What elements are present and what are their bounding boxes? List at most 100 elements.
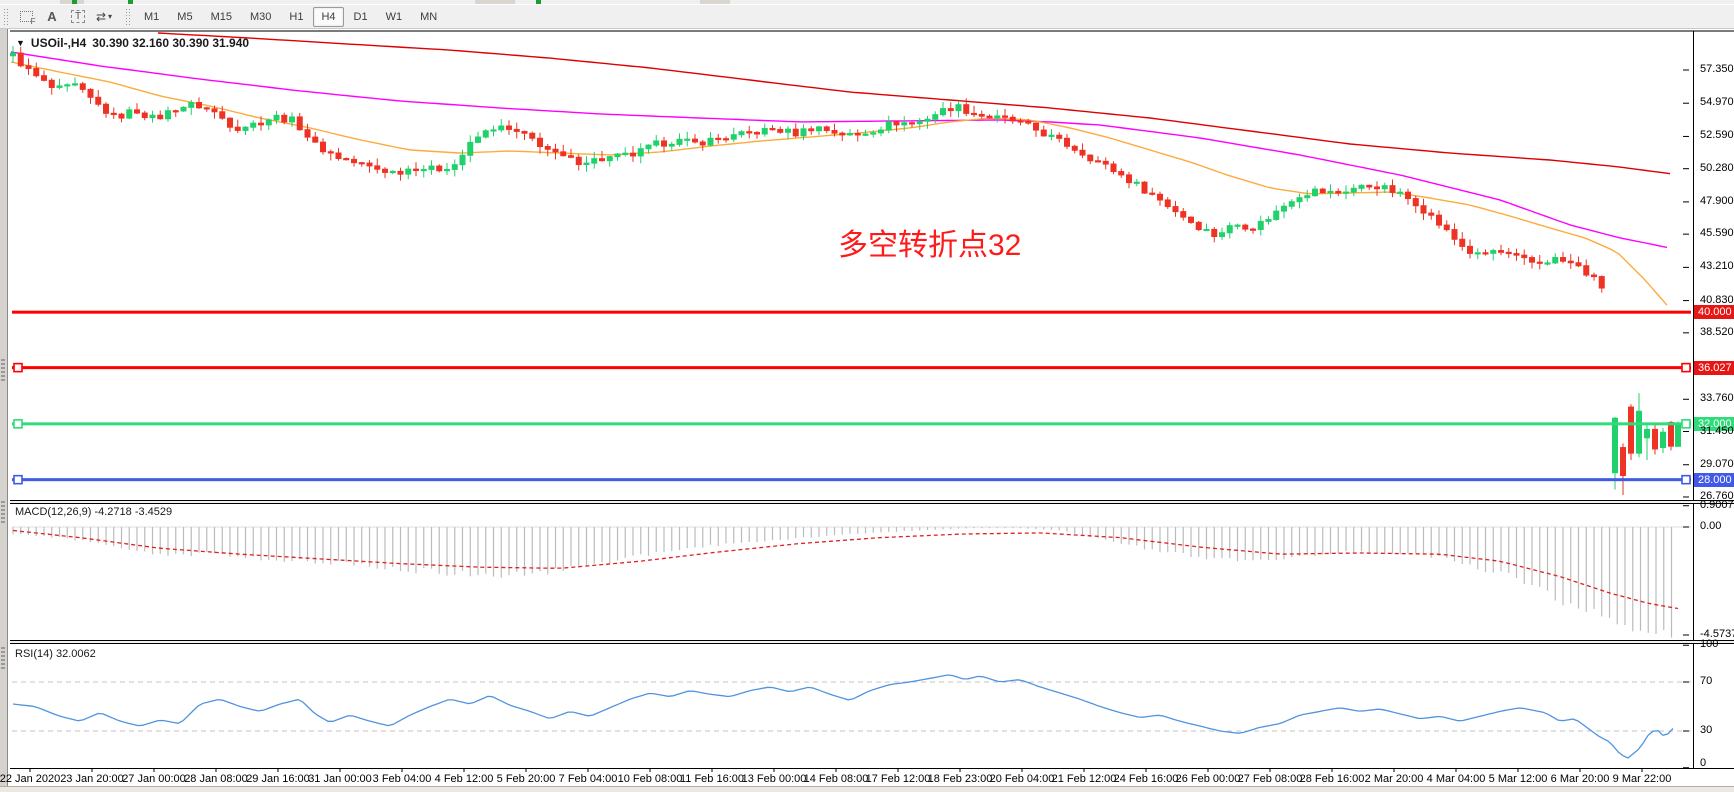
- candle: [79, 83, 86, 90]
- date-axis-label: 6 Mar 20:00: [1550, 773, 1610, 785]
- date-axis-label: 13 Feb 00:00: [741, 773, 807, 785]
- hline-36.027[interactable]: [12, 366, 1691, 370]
- candle: [785, 128, 791, 133]
- timeframe-button-m30[interactable]: M30: [249, 10, 272, 23]
- ma-orange-line[interactable]: [10, 61, 1668, 306]
- cutoff-button: [700, 0, 730, 4]
- candle: [1087, 154, 1094, 162]
- text-tool-button[interactable]: A: [40, 7, 64, 27]
- candle: [1405, 191, 1411, 200]
- hline-handle-icon[interactable]: [1681, 362, 1691, 373]
- chart-dropdown-icon[interactable]: ▼: [16, 38, 25, 48]
- price-axis-label: 52.590: [1700, 129, 1734, 141]
- candle: [482, 130, 489, 138]
- candle: [56, 85, 63, 88]
- date-axis-label: 21 Feb 12:00: [1051, 773, 1117, 785]
- crash-candle: [1675, 424, 1681, 447]
- candle: [428, 165, 435, 170]
- candle: [870, 132, 877, 135]
- candle: [808, 128, 815, 132]
- chart-title[interactable]: ▼ USOil-,H4 30.390 32.160 30.390 31.940: [16, 36, 249, 50]
- candle: [1374, 186, 1380, 190]
- candle: [17, 52, 24, 67]
- candle: [1544, 262, 1551, 265]
- splitter-grip[interactable]: [1, 647, 5, 669]
- hline-handle-icon[interactable]: [1681, 474, 1691, 485]
- candle: [1467, 245, 1473, 254]
- splitter-grip[interactable]: [1, 359, 5, 381]
- timeframe-button-w1[interactable]: W1: [385, 10, 403, 23]
- candle: [203, 107, 210, 110]
- toolbar-grip[interactable]: [125, 7, 132, 26]
- candle: [513, 128, 520, 132]
- candle: [1598, 276, 1605, 289]
- candle: [1343, 191, 1349, 194]
- text-label-button[interactable]: T: [66, 7, 90, 27]
- hline-40.000[interactable]: [12, 310, 1691, 314]
- candle: [141, 112, 148, 119]
- hline-32.000[interactable]: [12, 422, 1691, 426]
- candle: [885, 121, 892, 131]
- arrows-tool-button[interactable]: ⇄ ▾: [92, 7, 116, 27]
- candle: [1133, 181, 1140, 184]
- timeframe-button-d1[interactable]: D1: [353, 10, 368, 23]
- splitter-grip[interactable]: [1, 501, 5, 523]
- candle: [258, 122, 264, 126]
- candle: [723, 138, 729, 141]
- price-axis-label: 33.760: [1700, 392, 1734, 404]
- date-axis-label: 10 Feb 08:00: [617, 773, 683, 785]
- candle: [389, 170, 396, 174]
- crash-candle: [1660, 431, 1666, 449]
- candle: [48, 79, 55, 88]
- timeframe-button-m5[interactable]: M5: [177, 10, 193, 23]
- rsi-axis-label: 0: [1700, 757, 1707, 769]
- cycle-arrows-icon: ⇄: [95, 9, 106, 24]
- cutoff-button: [475, 0, 515, 4]
- ma-magenta-line[interactable]: [10, 51, 1668, 249]
- candle: [312, 136, 319, 143]
- price-axis-label: 50.280: [1700, 162, 1734, 174]
- hline-handle-icon[interactable]: [13, 362, 23, 373]
- text-label-icon: T: [71, 10, 85, 23]
- price-line-label-32.000: 32.000: [1694, 417, 1734, 431]
- panel-splitter[interactable]: [10, 501, 1734, 503]
- candle: [1420, 205, 1427, 214]
- timeframe-button-mn[interactable]: MN: [420, 10, 438, 23]
- ma-red-line[interactable]: [157, 32, 1671, 175]
- candle: [103, 103, 109, 114]
- candle: [296, 116, 303, 131]
- timeframe-button-m1[interactable]: M1: [144, 10, 160, 23]
- candle: [715, 137, 722, 140]
- candle: [1583, 265, 1590, 276]
- hline-handle-icon[interactable]: [13, 474, 23, 485]
- candle: [498, 125, 505, 131]
- crash-candle: [1628, 406, 1634, 454]
- candle: [1529, 257, 1535, 263]
- hline-handle-icon[interactable]: [1681, 419, 1691, 429]
- price-axis-label: 26.760: [1700, 490, 1734, 502]
- candle: [304, 129, 311, 138]
- candle: [1226, 225, 1233, 234]
- pointer-grid-icon: [19, 11, 36, 26]
- candle: [521, 130, 528, 134]
- candle: [1025, 120, 1032, 124]
- timeframe-button-m15[interactable]: M15: [210, 10, 232, 23]
- candle: [622, 152, 629, 155]
- crosshair-grid-button[interactable]: [14, 7, 38, 27]
- candle: [490, 129, 497, 132]
- timeframe-button-h1[interactable]: H1: [289, 10, 304, 23]
- candle: [986, 115, 993, 119]
- hline-28.000[interactable]: [12, 478, 1691, 482]
- candle: [320, 141, 326, 153]
- hline-handle-icon[interactable]: [13, 419, 23, 429]
- candle: [916, 120, 923, 125]
- candle: [661, 140, 667, 147]
- candle: [862, 133, 869, 136]
- candle: [1327, 190, 1334, 194]
- chart-text-annotation[interactable]: 多空转折点32: [838, 229, 1022, 262]
- timeframe-button-h4[interactable]: H4: [313, 6, 344, 27]
- toolbar-grip[interactable]: [3, 7, 10, 26]
- candle: [265, 119, 272, 126]
- candle: [1591, 274, 1597, 278]
- panel-splitter[interactable]: [10, 641, 1734, 643]
